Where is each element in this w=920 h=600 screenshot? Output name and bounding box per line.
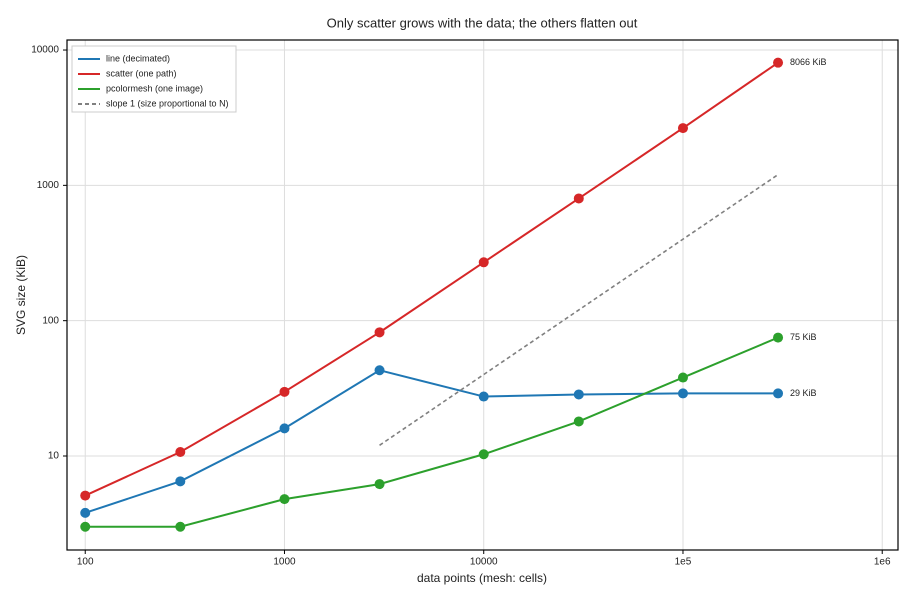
point bbox=[374, 327, 385, 338]
value-label: 29 KiB bbox=[790, 388, 817, 398]
y-axis-label: SVG size (KiB) bbox=[14, 255, 28, 335]
point bbox=[478, 257, 489, 268]
legend-box bbox=[71, 45, 237, 113]
point bbox=[279, 386, 290, 397]
point bbox=[80, 490, 91, 501]
point bbox=[773, 57, 784, 68]
series-line bbox=[84, 369, 779, 514]
x-tick-label: 1e6 bbox=[874, 557, 891, 568]
point bbox=[175, 447, 186, 458]
legend-label: line (decimated) bbox=[106, 53, 170, 63]
x-tick-label: 100 bbox=[77, 557, 94, 568]
x-tick-label: 10000 bbox=[470, 557, 498, 568]
point bbox=[279, 423, 290, 434]
series-line bbox=[84, 61, 779, 497]
point bbox=[773, 388, 784, 399]
point bbox=[478, 449, 489, 460]
point bbox=[374, 365, 385, 376]
x-tick-label: 1000 bbox=[273, 557, 296, 568]
series-line bbox=[379, 173, 779, 446]
y-tick-label: 10 bbox=[48, 451, 60, 462]
legend-label: scatter (one path) bbox=[106, 68, 177, 78]
point bbox=[573, 193, 584, 204]
point bbox=[175, 476, 186, 487]
value-label: 8066 KiB bbox=[790, 57, 827, 67]
point bbox=[175, 521, 186, 532]
point bbox=[677, 123, 688, 134]
point bbox=[279, 494, 290, 505]
point bbox=[573, 389, 584, 400]
point bbox=[80, 521, 91, 532]
y-tick-label: 1000 bbox=[37, 180, 60, 191]
y-tick-label: 10000 bbox=[31, 45, 59, 56]
point bbox=[573, 416, 584, 427]
point bbox=[677, 388, 688, 399]
y-tick-label: 100 bbox=[42, 315, 59, 326]
x-axis-label: data points (mesh: cells) bbox=[417, 571, 547, 585]
point bbox=[80, 507, 91, 518]
point bbox=[478, 391, 489, 402]
point bbox=[374, 479, 385, 490]
point bbox=[773, 332, 784, 343]
x-tick-label: 1e5 bbox=[675, 557, 692, 568]
point bbox=[677, 372, 688, 383]
legend-label: pcolormesh (one image) bbox=[106, 83, 203, 93]
chart-title: Only scatter grows with the data; the ot… bbox=[327, 15, 638, 30]
legend-label: slope 1 (size proportional to N) bbox=[106, 98, 229, 108]
value-label: 75 KiB bbox=[790, 332, 817, 342]
series-line bbox=[85, 336, 779, 528]
plot-frame bbox=[66, 39, 899, 551]
